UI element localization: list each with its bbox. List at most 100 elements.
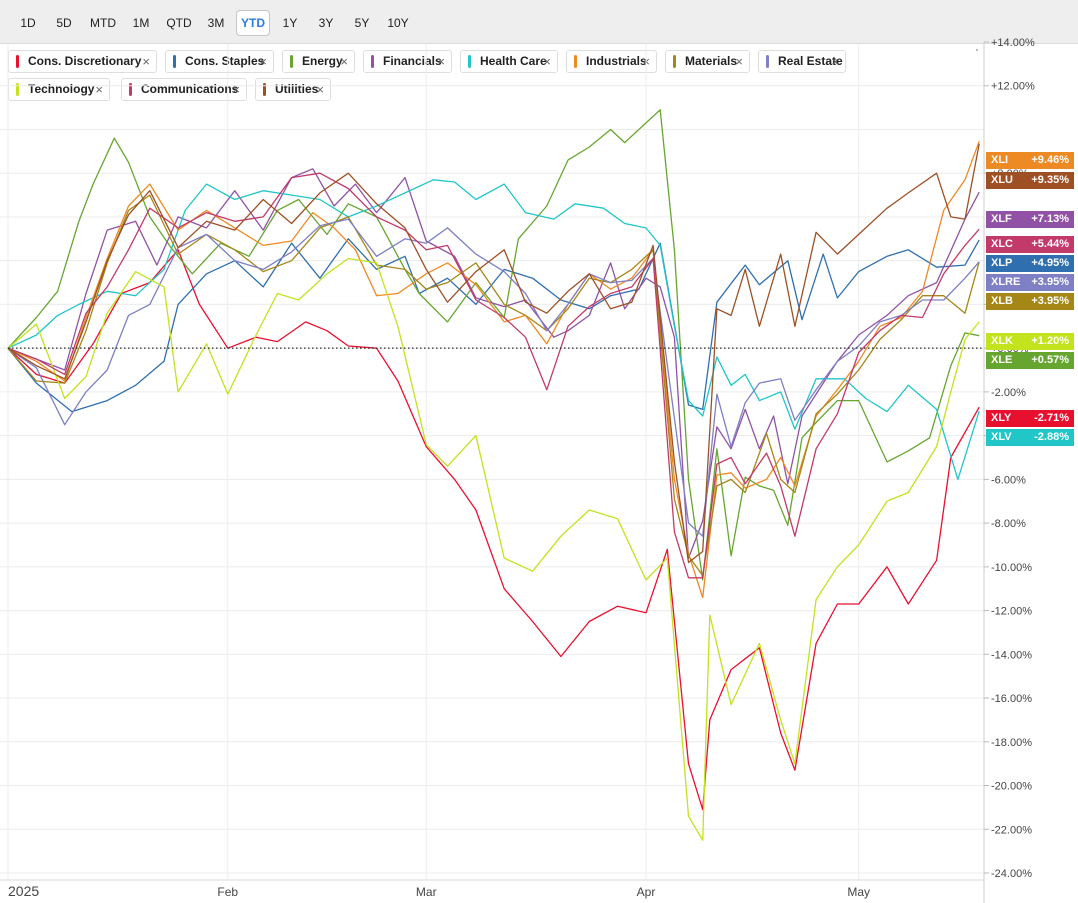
legend-swatch bbox=[290, 55, 293, 68]
x-tick-label: Apr bbox=[637, 885, 656, 899]
tag-value: +5.44% bbox=[1031, 238, 1069, 250]
range-button-ytd[interactable]: YTD bbox=[236, 10, 270, 36]
x-tick-label: 2025 bbox=[8, 883, 39, 899]
y-tick-label: -10.00% bbox=[991, 562, 1032, 574]
range-button-mtd[interactable]: MTD bbox=[90, 16, 116, 30]
last-value-tag-xlp: XLP +4.95% bbox=[986, 255, 1074, 272]
tag-symbol: XLF bbox=[991, 213, 1012, 225]
legend-swatch bbox=[263, 83, 266, 96]
tag-value: +9.46% bbox=[1031, 154, 1069, 166]
legend-swatch bbox=[16, 55, 19, 68]
last-value-tag-xlv: XLV -2.88% bbox=[986, 429, 1074, 446]
tag-symbol: XLE bbox=[991, 354, 1013, 366]
tag-value: +3.95% bbox=[1031, 295, 1069, 307]
legend-swatch bbox=[129, 83, 132, 96]
series-line-xlre bbox=[7, 218, 980, 537]
series-line-xlv bbox=[7, 179, 980, 481]
close-icon[interactable]: × bbox=[340, 54, 348, 69]
last-value-tag-xly: XLY -2.71% bbox=[986, 410, 1074, 427]
legend-swatch bbox=[371, 55, 374, 68]
y-tick-label: -8.00% bbox=[991, 518, 1026, 530]
range-button-qtd[interactable]: QTD bbox=[166, 16, 192, 30]
legend-label: Health Care bbox=[480, 54, 547, 68]
y-tick-label: +14.00% bbox=[991, 37, 1035, 49]
legend-label: Financials bbox=[383, 54, 442, 68]
close-icon[interactable]: × bbox=[735, 54, 743, 69]
legend-label: Materials bbox=[685, 54, 738, 68]
close-icon[interactable]: × bbox=[232, 82, 240, 97]
y-tick-label: -16.00% bbox=[991, 693, 1032, 705]
tag-value: +3.95% bbox=[1031, 276, 1069, 288]
series-line-xle bbox=[7, 109, 980, 581]
y-tick-label: -6.00% bbox=[991, 474, 1026, 486]
tag-value: -2.88% bbox=[1034, 431, 1069, 443]
range-button-5y[interactable]: 5Y bbox=[354, 16, 370, 30]
tag-symbol: XLY bbox=[991, 412, 1012, 424]
tag-value: +9.35% bbox=[1031, 174, 1069, 186]
axis-marker-dot bbox=[976, 49, 978, 51]
legend-label: Real Estate bbox=[778, 54, 843, 68]
y-tick-label: -22.00% bbox=[991, 824, 1032, 836]
last-value-tag-xle: XLE +0.57% bbox=[986, 352, 1074, 369]
y-tick-label: -24.00% bbox=[991, 868, 1032, 880]
tag-symbol: XLB bbox=[991, 295, 1013, 307]
last-value-tag-xlf: XLF +7.13% bbox=[986, 211, 1074, 228]
close-icon[interactable]: × bbox=[543, 54, 551, 69]
range-button-3m[interactable]: 3M bbox=[207, 16, 225, 30]
tag-symbol: XLK bbox=[991, 335, 1013, 347]
legend-swatch bbox=[468, 55, 471, 68]
series-line-xlk bbox=[7, 257, 980, 841]
last-value-tag-xli: XLI +9.46% bbox=[986, 152, 1074, 169]
legend-chip-xlp[interactable]: Cons. Staples × bbox=[165, 50, 274, 73]
close-icon[interactable]: × bbox=[316, 82, 324, 97]
last-value-tag-xlc: XLC +5.44% bbox=[986, 236, 1074, 253]
y-tick-label: -2.00% bbox=[991, 387, 1026, 399]
last-value-tag-xlb: XLB +3.95% bbox=[986, 293, 1074, 310]
series-line-xlu bbox=[7, 143, 980, 564]
y-tick-label: +12.00% bbox=[991, 81, 1035, 93]
range-button-1m[interactable]: 1M bbox=[132, 16, 150, 30]
series-line-xlb bbox=[7, 194, 980, 577]
legend-chip-xlf[interactable]: Financials × bbox=[363, 50, 452, 73]
range-button-5d[interactable]: 5D bbox=[56, 16, 72, 30]
close-icon[interactable]: × bbox=[95, 82, 103, 97]
legend-label: Cons. Discretionary bbox=[28, 54, 142, 68]
close-icon[interactable]: × bbox=[437, 54, 445, 69]
x-tick-label: Feb bbox=[217, 885, 238, 899]
range-button-1d[interactable]: 1D bbox=[20, 16, 36, 30]
legend-chip-xlb[interactable]: Materials × bbox=[665, 50, 750, 73]
close-icon[interactable]: × bbox=[259, 54, 267, 69]
tag-symbol: XLRE bbox=[991, 276, 1021, 288]
tag-symbol: XLI bbox=[991, 154, 1009, 166]
series-line-xlp bbox=[7, 238, 980, 413]
series-line-xlf bbox=[7, 168, 980, 559]
legend-chip-xle[interactable]: Energy × bbox=[282, 50, 355, 73]
tag-value: +4.95% bbox=[1031, 257, 1069, 269]
y-tick-label: -20.00% bbox=[991, 781, 1032, 793]
legend-label: Cons. Staples bbox=[185, 54, 265, 68]
legend-swatch bbox=[16, 83, 19, 96]
last-value-tag-xlre: XLRE +3.95% bbox=[986, 274, 1074, 291]
close-icon[interactable]: × bbox=[831, 54, 839, 69]
tag-value: -2.71% bbox=[1034, 412, 1069, 424]
legend-chip-xlre[interactable]: Real Estate × bbox=[758, 50, 846, 73]
legend-label: Industrials bbox=[586, 54, 647, 68]
tag-symbol: XLC bbox=[991, 238, 1013, 250]
range-button-10y[interactable]: 10Y bbox=[387, 16, 409, 30]
range-button-1y[interactable]: 1Y bbox=[282, 16, 298, 30]
series-line-xly bbox=[7, 249, 980, 811]
legend-swatch bbox=[574, 55, 577, 68]
legend-swatch bbox=[173, 55, 176, 68]
tag-symbol: XLP bbox=[991, 257, 1013, 269]
series-line-xlc bbox=[7, 172, 980, 579]
range-button-3y[interactable]: 3Y bbox=[318, 16, 334, 30]
y-tick-label: -12.00% bbox=[991, 606, 1032, 618]
legend-chip-xli[interactable]: Industrials× bbox=[566, 50, 657, 73]
legend-swatch bbox=[673, 55, 676, 68]
last-value-tag-xlk: XLK +1.20% bbox=[986, 333, 1074, 350]
x-tick-label: May bbox=[847, 885, 870, 899]
legend-swatch bbox=[766, 55, 769, 68]
close-icon[interactable]: × bbox=[142, 54, 150, 69]
legend-chip-xlv[interactable]: Health Care × bbox=[460, 50, 558, 73]
